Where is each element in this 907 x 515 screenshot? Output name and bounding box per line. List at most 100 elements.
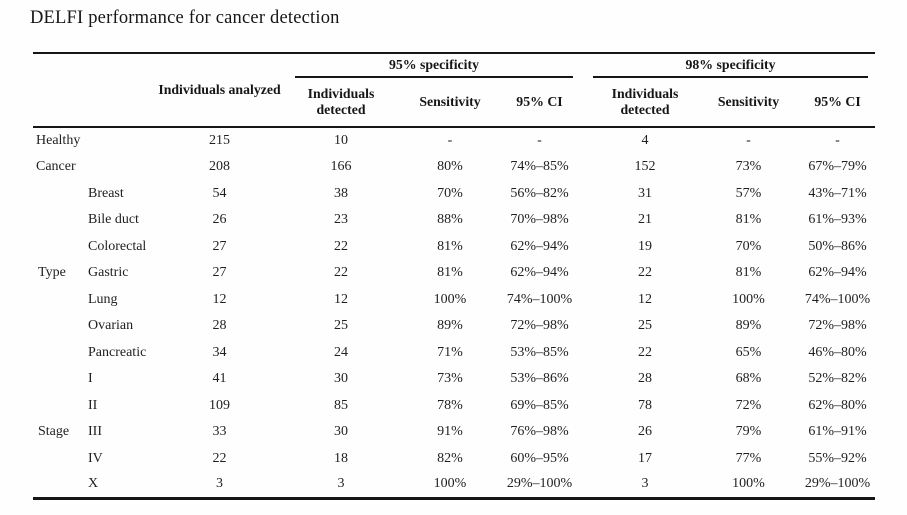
cell-individuals-detected-98: 4 (641, 133, 649, 149)
page-title: DELFI performance for cancer detection (30, 8, 340, 28)
row-group-label (33, 366, 85, 393)
cell-sensitivity-98: 72% (735, 397, 762, 413)
cell-individuals-analyzed: 28 (212, 318, 227, 334)
cell-individuals-detected-98: 21 (638, 212, 652, 228)
row-group-label (33, 313, 85, 340)
cell-individuals-detected-98: 17 (638, 450, 652, 466)
cell-sensitivity-98: 65% (735, 344, 762, 360)
cell-individuals-analyzed: 208 (209, 159, 230, 175)
row-group-label (33, 339, 85, 366)
cell-95ci-98: 62%–80% (808, 397, 867, 413)
cell-95ci-98: 74%–100% (804, 291, 871, 307)
cell-individuals-analyzed: 215 (209, 133, 230, 149)
performance-table: Individuals analyzed 95% specificity 98%… (33, 52, 876, 500)
cell-95ci-95: - (537, 133, 542, 149)
cell-individuals-analyzed: 3 (216, 476, 223, 492)
group-header-98-specificity: 98% specificity (593, 57, 869, 79)
sub-header-row: Individuals detected Sensitivity 95% CI … (33, 78, 876, 129)
cell-individuals-analyzed: 34 (212, 344, 227, 360)
group-header-98-specificity-cell: 98% specificity (593, 53, 875, 79)
group-header-95-specificity-cell: 95% specificity (282, 53, 593, 79)
row-label: Bile duct (88, 212, 139, 228)
col-header-sensitivity-95: Sensitivity (400, 78, 500, 129)
cell-individuals-analyzed: 22 (212, 450, 227, 466)
cell-95ci-95: 76%–98% (510, 424, 569, 440)
cell-95ci-95: 74%–100% (506, 291, 573, 307)
cell-individuals-detected-95: 38 (334, 185, 348, 201)
cell-95ci-98: 50%–86% (808, 238, 867, 254)
table-row: Pancreatic 34 24 71% 53%–85% 22 65% 46%–80% (33, 339, 875, 366)
cell-95ci-98: 72%–98% (808, 318, 867, 334)
cell-95ci-95: 56%–82% (510, 185, 569, 201)
row-label: Pancreatic (88, 344, 147, 360)
cell-95ci-98: 46%–80% (808, 344, 867, 360)
cell-95ci-95: 72%–98% (510, 318, 569, 334)
cell-95ci-95: 53%–85% (510, 344, 569, 360)
row-label: Lung (88, 291, 118, 307)
cell-individuals-detected-98: 26 (638, 424, 652, 440)
cell-95ci-98: 62%–94% (808, 265, 867, 281)
cell-sensitivity-95: 81% (437, 238, 463, 254)
cell-individuals-analyzed: 26 (212, 212, 227, 228)
row-group-label (33, 445, 85, 472)
cell-sensitivity-98: - (746, 133, 751, 149)
cell-individuals-detected-95: 18 (334, 450, 348, 466)
table-row: Lung 12 12 100% 74%–100% 12 100% 74%–100% (33, 286, 875, 313)
cell-individuals-analyzed: 27 (212, 238, 227, 254)
row-group-label (33, 207, 85, 234)
row-label: III (88, 424, 102, 440)
row-group-label: Type (38, 265, 66, 281)
cell-sensitivity-95: - (447, 133, 453, 149)
cell-95ci-98: 29%–100% (804, 476, 871, 492)
table-row: X 3 3 100% 29%–100% 3 100% 29%–100% (33, 472, 875, 499)
table-row: II 109 85 78% 69%–85% 78 72% 62%–80% (33, 392, 875, 419)
row-label: Breast (88, 185, 124, 201)
cell-sensitivity-95: 82% (437, 450, 463, 466)
cell-sensitivity-95: 100% (433, 476, 467, 492)
cell-individuals-detected-95: 23 (334, 212, 348, 228)
row-label: Healthy (36, 133, 81, 149)
cell-individuals-analyzed: 12 (212, 291, 227, 307)
cell-95ci-95: 74%–85% (510, 159, 569, 175)
col-header-sensitivity-98: Sensitivity (697, 78, 800, 129)
cell-95ci-98: 61%–93% (808, 212, 867, 228)
cell-sensitivity-98: 70% (735, 238, 762, 254)
cell-sensitivity-95: 88% (437, 212, 463, 228)
row-label: X (88, 476, 99, 492)
table-row: Breast 54 38 70% 56%–82% 31 57% 43%–71% (33, 180, 875, 207)
row-label: IV (88, 450, 103, 466)
cell-individuals-detected-95: 30 (334, 424, 348, 440)
cell-95ci-95: 62%–94% (510, 238, 569, 254)
cell-sensitivity-98: 77% (735, 450, 762, 466)
cell-sensitivity-98: 89% (735, 318, 762, 334)
table-row: Healthy 215 10 - - 4 - - (33, 127, 875, 154)
row-label: I (88, 371, 93, 387)
cell-95ci-98: 55%–92% (808, 450, 867, 466)
table-row: Bile duct 26 23 88% 70%–98% 21 81% 61%–93% (33, 207, 875, 234)
cell-individuals-detected-98: 22 (638, 265, 652, 281)
cell-individuals-detected-98: 3 (641, 476, 649, 492)
cell-sensitivity-95: 89% (437, 318, 463, 334)
cell-individuals-detected-95: 166 (330, 159, 352, 175)
col-header-95ci-98: 95% CI (800, 78, 876, 129)
cell-individuals-analyzed: 109 (209, 397, 230, 413)
cell-individuals-analyzed: 41 (212, 371, 227, 387)
cell-95ci-95: 53%–86% (510, 371, 569, 387)
row-label: Cancer (36, 159, 76, 175)
cell-95ci-98: 67%–79% (808, 159, 867, 175)
table-row: Colorectal 27 22 81% 62%–94% 19 70% 50%–86% (33, 233, 875, 260)
cell-95ci-95: 69%–85% (510, 397, 569, 413)
cell-individuals-detected-98: 12 (638, 291, 652, 307)
table-row: IV 22 18 82% 60%–95% 17 77% 55%–92% (33, 445, 875, 472)
col-header-individuals-analyzed: Individuals analyzed (157, 53, 282, 129)
cell-individuals-detected-98: 19 (638, 238, 652, 254)
row-group-label (33, 180, 85, 207)
cell-individuals-detected-95: 12 (334, 291, 348, 307)
cell-sensitivity-98: 73% (735, 159, 762, 175)
row-label-header-spacer (33, 53, 157, 129)
row-label: Ovarian (88, 318, 134, 334)
cell-individuals-detected-95: 24 (334, 344, 348, 360)
cell-sensitivity-95: 100% (433, 291, 467, 307)
cell-individuals-detected-98: 78 (638, 397, 652, 413)
cell-95ci-98: - (835, 133, 840, 149)
